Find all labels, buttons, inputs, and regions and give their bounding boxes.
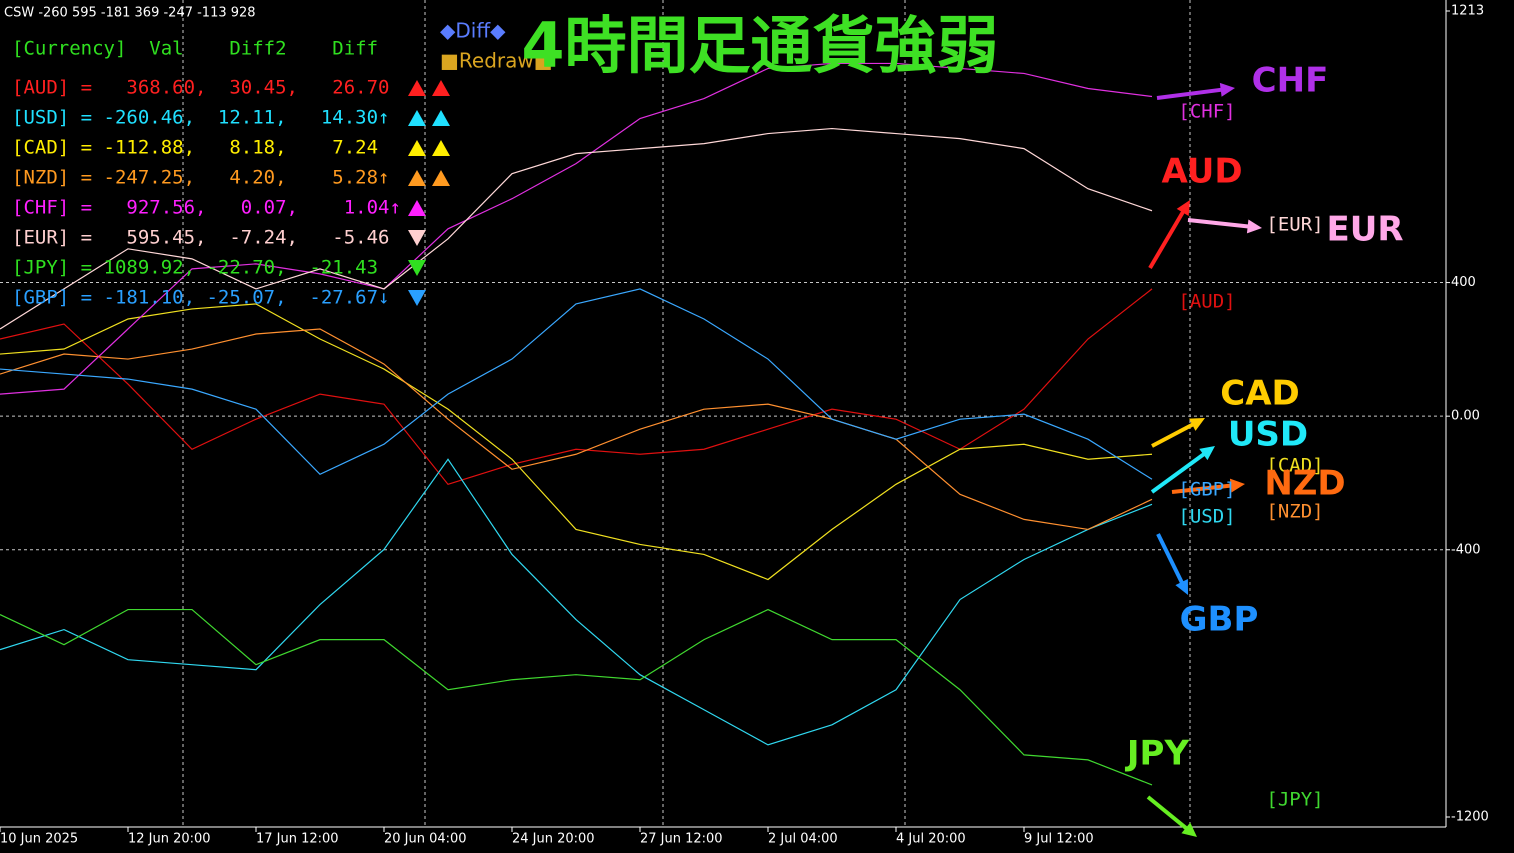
y-tick-label: -1200 xyxy=(1451,810,1489,825)
x-tick-label: 24 Jun 20:00 xyxy=(512,832,595,847)
currency-label: JPY xyxy=(1125,734,1190,774)
x-tick-label: 20 Jun 04:00 xyxy=(384,832,467,847)
x-tick-label: 9 Jul 12:00 xyxy=(1024,832,1094,847)
currency-label: EUR xyxy=(1326,210,1403,250)
annotation-arrow xyxy=(1156,87,1225,100)
currency-label: CHF xyxy=(1252,61,1329,101)
series-line xyxy=(0,608,1153,786)
line-tag: [AUD] xyxy=(1178,291,1235,313)
direction-triangle xyxy=(408,230,426,246)
series-line xyxy=(0,127,1153,330)
direction-triangle xyxy=(432,110,450,126)
chart-title: 4時間足通貨強弱 xyxy=(521,9,998,82)
table-row: [USD] = -260.46, 12.11, 14.30↑ xyxy=(12,107,390,129)
x-tick-label: 10 Jun 2025 xyxy=(0,832,78,847)
y-tick-label: 400 xyxy=(1451,275,1476,290)
annotation-arrowhead xyxy=(1175,579,1188,595)
table-row: [CAD] = -112.88, 8.18, 7.24 xyxy=(12,137,390,159)
x-tick-label: 2 Jul 04:00 xyxy=(768,832,838,847)
direction-triangle xyxy=(408,290,426,306)
line-tag: [GBP] xyxy=(1178,479,1235,501)
currency-label: GBP xyxy=(1180,600,1259,640)
annotation-arrowhead xyxy=(1189,418,1205,431)
y-tick-label: -400 xyxy=(1451,542,1481,557)
line-tag: [EUR] xyxy=(1266,214,1323,236)
currency-label: NZD xyxy=(1264,464,1345,504)
y-tick-label: 1213 xyxy=(1451,4,1484,19)
annotation-arrow xyxy=(1171,483,1235,494)
table-row: [AUD] = 368.60, 30.45, 26.70 xyxy=(12,77,401,99)
currency-label: USD xyxy=(1228,415,1308,455)
annotation-arrow xyxy=(1146,795,1190,832)
annotation-arrow xyxy=(1156,533,1185,586)
currency-label: AUD xyxy=(1161,152,1242,192)
currency-label: CAD xyxy=(1220,374,1300,414)
indicator-label: CSW -260 595 -181 369 -247 -113 928 xyxy=(4,6,256,21)
annotation-arrowhead xyxy=(1199,446,1215,461)
direction-triangle xyxy=(408,80,426,96)
annotation-arrowhead xyxy=(1181,822,1197,837)
direction-triangle xyxy=(408,260,426,276)
annotation-arrowhead xyxy=(1176,200,1190,216)
direction-triangle xyxy=(408,170,426,186)
x-tick-label: 27 Jun 12:00 xyxy=(640,832,723,847)
x-tick-label: 17 Jun 12:00 xyxy=(256,832,339,847)
table-row: [JPY] = 1089.92, -22.70, -21.43 xyxy=(12,257,390,279)
line-tag: [JPY] xyxy=(1266,789,1323,811)
annotation-arrowhead xyxy=(1246,219,1262,234)
series-line xyxy=(0,62,1153,395)
annotation-arrowhead xyxy=(1219,82,1235,97)
series-line xyxy=(0,458,1153,746)
line-tag: [CAD] xyxy=(1266,455,1323,477)
x-tick-label: 12 Jun 20:00 xyxy=(128,832,211,847)
annotation-arrow xyxy=(1150,450,1208,494)
legend-item: ◆Diff◆ xyxy=(440,19,506,43)
annotation-arrow xyxy=(1148,208,1187,270)
annotation-arrow xyxy=(1151,421,1197,448)
line-tag: [NZD] xyxy=(1266,501,1323,523)
series-line xyxy=(0,288,1153,480)
direction-triangle xyxy=(432,140,450,156)
table-header: [Currency] Val Diff2 Diff xyxy=(12,38,378,60)
table-row: [NZD] = -247.25, 4.20, 5.28↑ xyxy=(12,167,390,189)
direction-triangle xyxy=(408,200,426,216)
table-row: [GBP] = -181.10, -25.07, -27.67↓ xyxy=(12,287,390,309)
direction-triangle xyxy=(432,170,450,186)
series-line xyxy=(0,303,1153,581)
line-tag: [USD] xyxy=(1178,506,1235,528)
direction-triangle xyxy=(408,110,426,126)
series-line xyxy=(0,328,1153,531)
legend-item: ■Redraw■ xyxy=(440,49,553,73)
y-tick-label: 0.00 xyxy=(1451,409,1480,424)
x-tick-label: 4 Jul 20:00 xyxy=(896,832,966,847)
table-row: [EUR] = 595.45, -7.24, -5.46 xyxy=(12,227,401,249)
direction-triangle xyxy=(432,80,450,96)
line-tag: [CHF] xyxy=(1178,101,1235,123)
annotation-arrow xyxy=(1187,218,1252,229)
direction-triangle xyxy=(408,140,426,156)
annotation-arrowhead xyxy=(1229,478,1245,493)
table-row: [CHF] = 927.56, 0.07, 1.04↑ xyxy=(12,197,401,219)
